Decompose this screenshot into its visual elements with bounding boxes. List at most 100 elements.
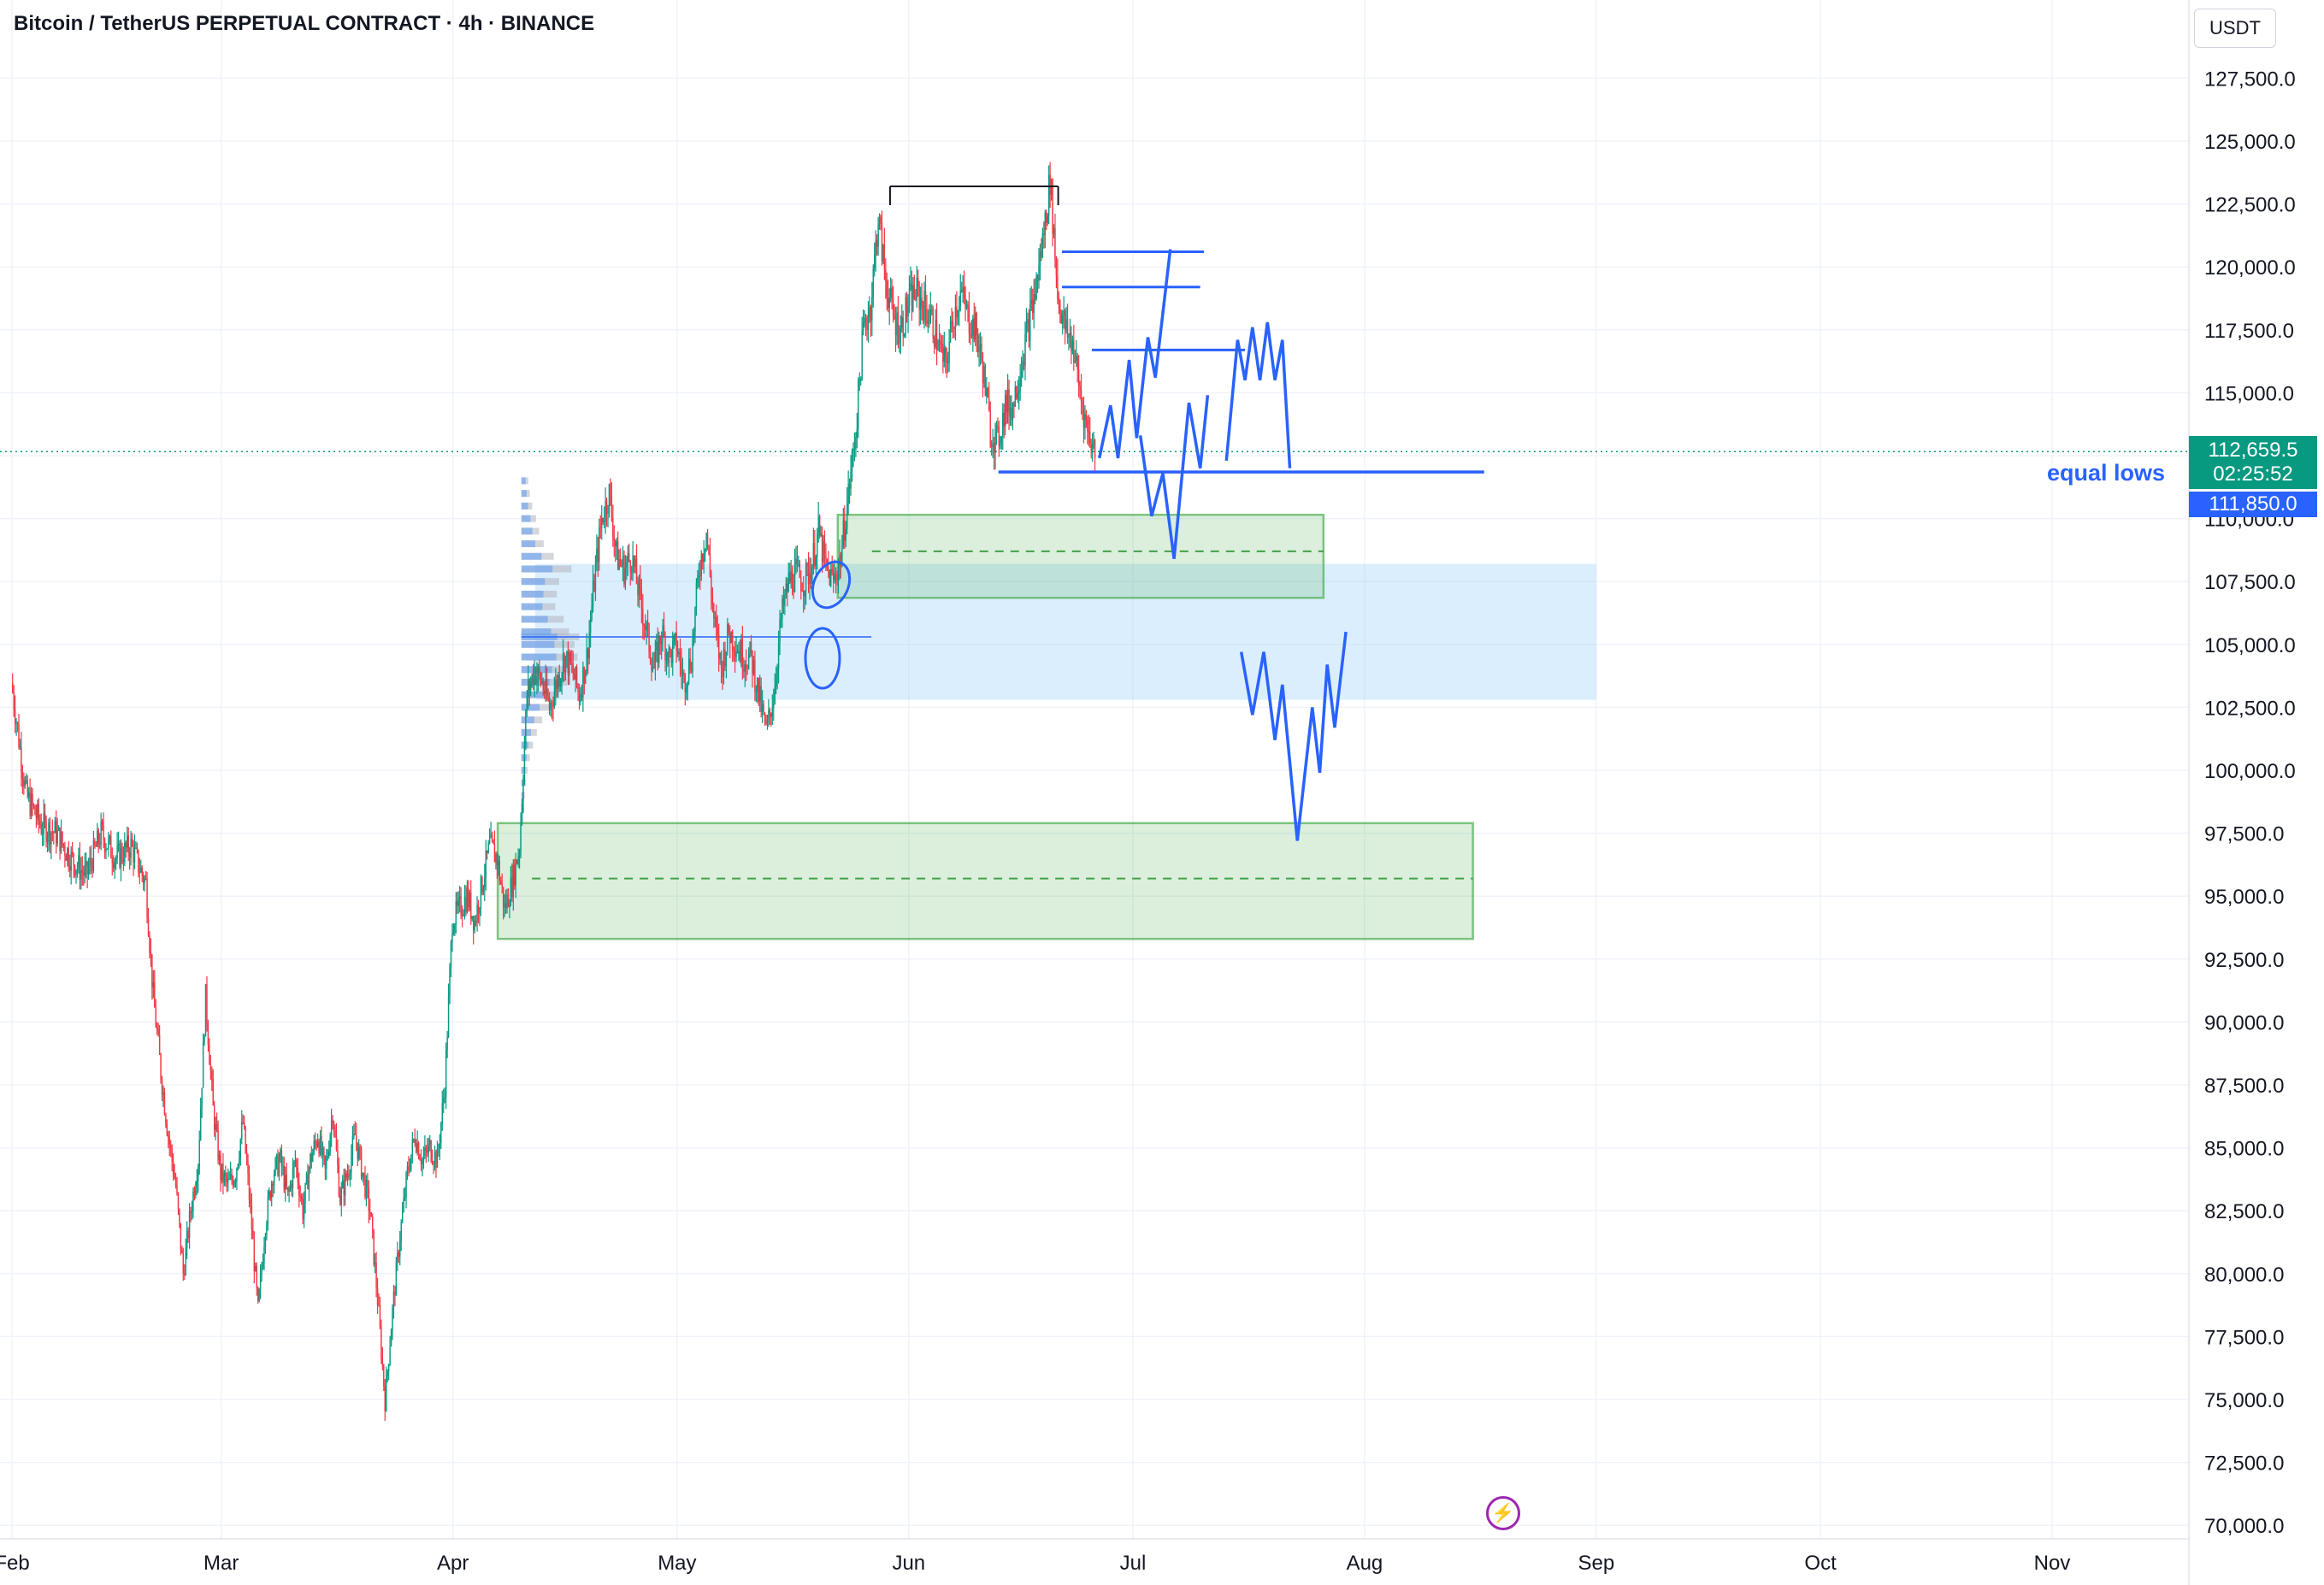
candle-body bbox=[277, 1154, 279, 1176]
candle-body bbox=[953, 327, 955, 329]
equal-lows-label[interactable]: equal lows bbox=[2047, 460, 2166, 486]
candle-body bbox=[587, 648, 589, 659]
candle-body bbox=[526, 696, 528, 711]
candle-body bbox=[805, 563, 807, 591]
candle-body bbox=[825, 555, 827, 560]
candle-body bbox=[897, 312, 900, 344]
candle-body bbox=[912, 285, 914, 311]
price-tick-label: 120,000.0 bbox=[2204, 256, 2296, 280]
time-tick-label: Nov bbox=[2034, 1552, 2071, 1575]
price-tick-label: 117,500.0 bbox=[2204, 320, 2294, 343]
candle-body bbox=[523, 745, 526, 782]
candle-body bbox=[557, 675, 559, 690]
candle-body bbox=[233, 1181, 235, 1187]
candle-body bbox=[400, 1222, 402, 1242]
time-tick-label: Mar bbox=[203, 1552, 239, 1575]
candle-body bbox=[390, 1330, 392, 1347]
candle-body bbox=[444, 1097, 445, 1099]
candle-body bbox=[237, 1164, 239, 1169]
currency-selector[interactable]: USDT bbox=[2194, 9, 2276, 48]
candle-body bbox=[607, 512, 609, 514]
candle-body bbox=[1069, 333, 1071, 335]
candle-body bbox=[152, 982, 155, 988]
candle-body bbox=[1036, 274, 1039, 281]
candle-body bbox=[1038, 266, 1040, 281]
candle-body bbox=[217, 1128, 219, 1161]
candle-body bbox=[1016, 386, 1017, 399]
price-tick-label: 122,500.0 bbox=[2204, 194, 2296, 217]
candle-body bbox=[541, 681, 543, 683]
candle-body bbox=[53, 832, 55, 834]
candle-body bbox=[708, 545, 710, 554]
candle-body bbox=[80, 869, 82, 881]
zones bbox=[496, 513, 1596, 940]
symbol-title[interactable]: Bitcoin / TetherUS PERPETUAL CONTRACT · … bbox=[14, 12, 595, 35]
candle-body bbox=[1014, 386, 1017, 407]
candle-body bbox=[870, 307, 872, 321]
price-tick-label: 72,500.0 bbox=[2204, 1452, 2284, 1476]
candle-body bbox=[335, 1135, 338, 1151]
candle-body bbox=[465, 897, 467, 912]
candle-body bbox=[327, 1155, 328, 1158]
candle-body bbox=[945, 347, 947, 357]
candle-body bbox=[885, 268, 887, 281]
candle-body bbox=[665, 652, 668, 661]
profile-row-up bbox=[521, 527, 533, 535]
candle-body bbox=[468, 888, 469, 908]
price-axis[interactable]: 70,000.0 72,500.0 75,000.0 77,500.0 80,000.0… bbox=[2204, 68, 2296, 1538]
candle-body bbox=[121, 847, 123, 860]
candle-body bbox=[375, 1263, 377, 1288]
candle-body bbox=[142, 875, 145, 883]
candle-body bbox=[927, 321, 929, 324]
drawings[interactable] bbox=[0, 185, 2189, 841]
candle-body bbox=[923, 291, 925, 321]
candle-body bbox=[659, 636, 661, 645]
candle-body bbox=[299, 1195, 301, 1197]
candle-body bbox=[673, 635, 675, 642]
candle-body bbox=[605, 500, 608, 514]
candle-body bbox=[853, 448, 856, 450]
candle-body bbox=[601, 517, 603, 528]
candle-body bbox=[798, 563, 799, 565]
candle-body bbox=[618, 559, 620, 570]
candle-body bbox=[507, 894, 510, 908]
time-axis[interactable]: Feb Mar Apr May Jun Jul Aug Sep Oct Nov bbox=[0, 1552, 2070, 1575]
highlight-circle-lower bbox=[804, 627, 841, 690]
candle-body bbox=[959, 290, 961, 306]
candle-body bbox=[174, 1178, 177, 1186]
candle-body bbox=[438, 1148, 439, 1150]
candle-body bbox=[227, 1179, 229, 1182]
candle-body bbox=[100, 821, 102, 845]
candle-body bbox=[749, 641, 751, 654]
candle-body bbox=[228, 1178, 230, 1180]
candle-body bbox=[784, 594, 786, 606]
candle-body bbox=[569, 651, 572, 663]
candle-body bbox=[487, 843, 489, 853]
lightning-bolt-icon[interactable]: ⚡ bbox=[1486, 1496, 1520, 1530]
candle-body bbox=[357, 1142, 358, 1159]
candle-body bbox=[520, 822, 522, 853]
candle-body bbox=[525, 710, 527, 745]
candle-body bbox=[1082, 407, 1085, 428]
candle-body bbox=[962, 286, 964, 292]
candle-body bbox=[504, 903, 507, 909]
candle-body bbox=[223, 1172, 226, 1182]
candle-body bbox=[744, 664, 746, 672]
candle-body bbox=[750, 641, 752, 651]
candle-body bbox=[339, 1195, 341, 1205]
candle-body bbox=[455, 901, 457, 926]
candle-body bbox=[981, 344, 982, 361]
candle-body bbox=[1059, 299, 1061, 314]
candle-body bbox=[902, 317, 904, 337]
candle-body bbox=[381, 1357, 384, 1365]
candle-body bbox=[186, 1230, 188, 1248]
price-tick-label: 80,000.0 bbox=[2204, 1264, 2284, 1287]
candle-body bbox=[850, 471, 852, 489]
candle-body bbox=[875, 239, 876, 255]
candle-body bbox=[780, 617, 782, 621]
candle-body bbox=[1054, 227, 1056, 261]
candle-body bbox=[610, 495, 613, 518]
candle-body bbox=[938, 340, 941, 350]
profile-row-up bbox=[521, 704, 540, 711]
